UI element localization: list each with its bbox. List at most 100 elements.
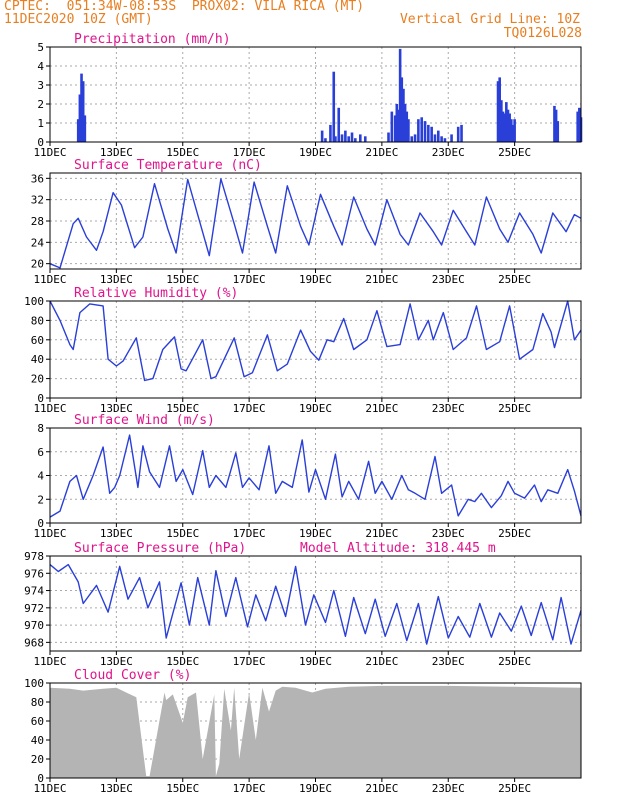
y-tick-label: 974 <box>24 585 44 598</box>
y-tick-label: 36 <box>31 172 44 185</box>
precip-bar <box>460 124 463 142</box>
panel-1: 0 1 2 3 4 5 11DEC 13DEC 15DEC 17DEC 19DEC 21DEC 23DE… <box>33 32 583 159</box>
panel-title: Surface Wind (m/s) <box>74 413 215 428</box>
panel-6: 0 20 40 60 80 100 11DEC 13DEC 15DEC 17DEC 19DEC 21D… <box>24 668 582 795</box>
precip-bar <box>407 119 410 142</box>
precip-bar <box>433 134 437 142</box>
y-tick-label: 100 <box>24 677 44 690</box>
series-line <box>49 178 582 269</box>
x-tick-label: 17DEC <box>233 146 266 159</box>
precip-bar <box>440 136 443 142</box>
precip-bar <box>390 111 394 142</box>
x-tick-label: 19DEC <box>299 527 332 540</box>
y-tick-label: 3 <box>37 79 44 92</box>
x-tick-label: 19DEC <box>299 655 332 668</box>
x-tick-label: 25DEC <box>498 527 531 540</box>
precip-bar <box>80 73 83 142</box>
x-tick-label: 13DEC <box>100 273 133 286</box>
x-tick-label: 13DEC <box>100 527 133 540</box>
precip-bar <box>402 88 405 142</box>
x-tick-label: 23DEC <box>432 146 465 159</box>
y-tick-label: 2 <box>37 98 44 111</box>
x-tick-label: 13DEC <box>100 146 133 159</box>
precip-bar <box>576 111 579 142</box>
x-tick-label: 19DEC <box>299 273 332 286</box>
x-tick-label: 15DEC <box>166 146 199 159</box>
precip-bar <box>334 136 337 142</box>
x-tick-label: 25DEC <box>498 782 531 795</box>
y-tick-label: 20 <box>31 258 44 271</box>
x-tick-label: 17DEC <box>233 402 266 415</box>
precip-bar <box>350 132 354 142</box>
x-tick-label: 23DEC <box>432 782 465 795</box>
x-tick-label: 17DEC <box>233 655 266 668</box>
panel-5: 968 970 972 974 976 978 11DEC 13DEC 15DEC 17DEC 19… <box>24 541 582 668</box>
precip-bar <box>500 100 503 142</box>
series-line <box>49 434 582 518</box>
panel-4: 0 2 4 6 8 11DEC 13DEC 15DEC 17DEC 19DEC 21DEC 23DEC… <box>33 413 582 540</box>
x-tick-label: 11DEC <box>33 402 66 415</box>
precip-bar <box>324 138 327 142</box>
y-tick-label: 40 <box>31 353 44 366</box>
header-model-id: TQ0126L028 <box>503 26 582 41</box>
x-tick-label: 21DEC <box>365 273 398 286</box>
x-tick-label: 13DEC <box>100 402 133 415</box>
precip-bar <box>403 104 407 142</box>
panel-title: Surface Pressure (hPa) <box>74 541 246 556</box>
y-tick-label: 20 <box>31 373 44 386</box>
precip-bar <box>347 136 350 142</box>
precip-bar <box>427 124 430 142</box>
y-tick-label: 80 <box>31 696 44 709</box>
x-tick-label: 11DEC <box>33 527 66 540</box>
precip-bar <box>554 109 558 142</box>
precip-bar <box>498 77 501 142</box>
series-1 <box>76 48 583 142</box>
x-tick-label: 21DEC <box>365 402 398 415</box>
y-tick-label: 978 <box>24 550 44 563</box>
precip-bar <box>436 130 440 142</box>
precip-bar <box>344 130 347 142</box>
series-line <box>49 300 582 382</box>
series-5 <box>49 563 582 645</box>
precip-bar <box>395 104 399 142</box>
y-tick-label: 968 <box>24 636 44 649</box>
x-tick-label: 17DEC <box>233 527 266 540</box>
precip-bar <box>553 105 556 142</box>
x-tick-label: 21DEC <box>365 527 398 540</box>
panel-title: Relative Humidity (%) <box>74 286 238 301</box>
precip-bar <box>450 134 453 142</box>
x-tick-label: 25DEC <box>498 146 531 159</box>
x-tick-label: 19DEC <box>299 782 332 795</box>
precip-bar <box>496 81 500 142</box>
precip-bar <box>443 138 447 142</box>
precip-bar <box>506 109 510 142</box>
precip-bar <box>423 121 427 142</box>
y-tick-label: 970 <box>24 619 44 632</box>
x-tick-label: 21DEC <box>365 782 398 795</box>
x-tick-label: 15DEC <box>166 273 199 286</box>
precip-bar <box>340 134 344 142</box>
precip-bar <box>398 48 402 142</box>
y-tick-label: 1 <box>37 117 44 130</box>
x-tick-label: 23DEC <box>432 273 465 286</box>
precip-bar <box>503 113 506 142</box>
precip-bar <box>393 115 397 142</box>
precip-bar <box>332 71 336 142</box>
y-tick-label: 80 <box>31 314 44 327</box>
panel-2: 20 24 28 32 36 11DEC 13DEC 15DEC 17DEC 19DEC 21DEC… <box>31 158 582 286</box>
precip-bar <box>510 119 513 142</box>
x-tick-label: 23DEC <box>432 655 465 668</box>
precip-bar <box>76 119 80 142</box>
y-tick-label: 100 <box>24 295 44 308</box>
y-tick-label: 20 <box>31 753 44 766</box>
x-tick-label: 11DEC <box>33 655 66 668</box>
x-tick-label: 15DEC <box>166 782 199 795</box>
panel-title: Cloud Cover (%) <box>74 668 191 683</box>
x-tick-label: 25DEC <box>498 655 531 668</box>
precip-bar <box>505 102 508 142</box>
precip-bar <box>387 132 390 142</box>
y-tick-label: 2 <box>37 493 44 506</box>
y-tick-label: 976 <box>24 567 44 580</box>
y-tick-label: 0 <box>37 136 44 149</box>
precip-bar <box>410 136 414 142</box>
